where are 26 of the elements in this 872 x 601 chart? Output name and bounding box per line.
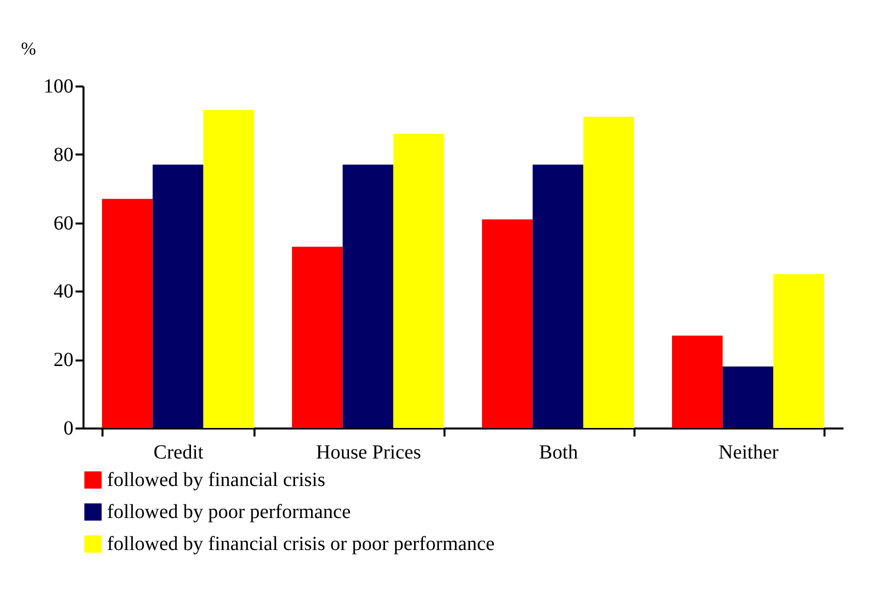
y-tick-label: 40	[54, 280, 74, 303]
bar	[342, 164, 394, 428]
y-tick-label: 100	[44, 76, 74, 98]
y-tick-label: 20	[54, 349, 74, 372]
x-tick-label: Neither	[718, 442, 779, 464]
y-tick-label: 80	[54, 144, 74, 166]
bar	[722, 366, 774, 428]
y-tick-label: 0	[64, 418, 74, 440]
y-axis-title: %	[21, 38, 36, 58]
legend-label: followed by financial crisis or poor performance	[107, 533, 495, 555]
legend-label: followed by financial crisis	[107, 469, 326, 491]
bar	[292, 246, 343, 428]
x-tick-label: Credit	[154, 442, 204, 464]
bar	[583, 116, 634, 428]
bar	[532, 164, 584, 428]
bar	[203, 110, 254, 428]
y-tick-label: 60	[54, 212, 74, 234]
bar	[102, 198, 153, 428]
x-tick-label: House Prices	[316, 442, 422, 464]
bar	[672, 336, 723, 428]
x-tick-label: Both	[539, 442, 578, 464]
bar	[393, 134, 444, 428]
legend-label: followed by poor performance	[107, 501, 351, 523]
bar	[773, 274, 824, 428]
bar	[152, 164, 204, 428]
bar	[482, 219, 533, 428]
